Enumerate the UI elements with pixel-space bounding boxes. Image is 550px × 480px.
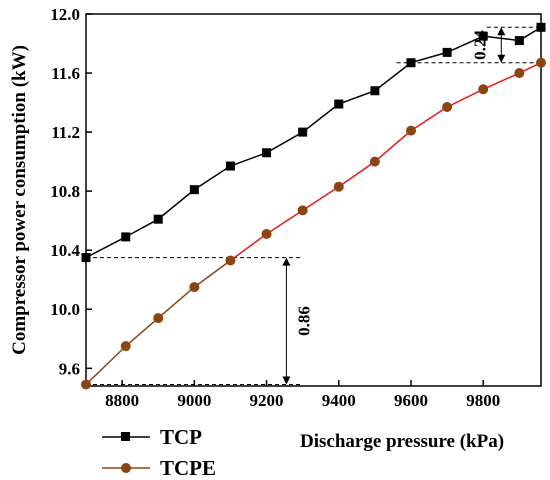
legend-label-tcp: TCP [160, 425, 202, 449]
data-point-tcpe [514, 68, 525, 79]
data-point-tcp [121, 232, 131, 242]
annotations: 0.24 0.86 [282, 27, 506, 385]
y-tick-label: 10.8 [50, 182, 80, 201]
x-tick-label: 9200 [250, 391, 284, 410]
data-point-tcp [298, 127, 308, 137]
data-point-tcp [536, 22, 546, 32]
arrow-head-up [282, 257, 291, 266]
data-point-tcpe [369, 156, 380, 167]
data-point-tcpe [189, 282, 200, 293]
axis-ticks: 8800 9000 9200 9400 9600 9800 9.6 10.0 10.4 10.8 1… [50, 5, 500, 410]
data-point-tcpe [478, 84, 489, 95]
arrow-head-down [282, 376, 291, 385]
y-tick-label: 11.6 [51, 64, 80, 83]
data-point-tcpe [261, 228, 272, 239]
legend-marker-tcpe [121, 463, 131, 473]
data-point-tcp [370, 86, 380, 96]
data-point-tcp [406, 58, 416, 68]
data-point-tcpe [153, 313, 164, 324]
x-tick-label: 9400 [322, 391, 356, 410]
plot-area-frame [85, 13, 542, 387]
x-tick-label: 9000 [177, 391, 211, 410]
data-point-tcpe [81, 379, 91, 390]
data-point-tcpe [406, 125, 416, 136]
legend-label-tcpe: TCPE [160, 456, 216, 480]
x-tick-label: 9600 [394, 391, 428, 410]
y-axis-title: Compressor power consumption (kW) [9, 45, 30, 355]
y-tick-label: 9.6 [59, 359, 80, 378]
data-point-tcpe [120, 341, 131, 352]
data-point-tcp [334, 99, 344, 109]
data-point-tcp [189, 185, 199, 195]
data-point-tcpe [536, 57, 546, 68]
data-point-tcp [514, 36, 524, 46]
data-point-tcp [153, 214, 163, 224]
arrow-head-down [497, 54, 506, 63]
data-point-tcp [225, 161, 235, 171]
legend-marker-tcp [121, 432, 130, 441]
y-tick-label: 10.4 [50, 241, 80, 260]
data-point-tcp [262, 148, 272, 158]
legend: TCP TCPE [102, 425, 216, 480]
series-layer [81, 22, 546, 390]
annotation-label-0.24: 0.24 [470, 30, 489, 60]
data-point-tcp [442, 47, 452, 57]
data-point-tcp [81, 253, 91, 263]
y-tick-label: 12.0 [50, 5, 80, 24]
data-point-tcpe [333, 181, 344, 192]
annotation-label-0.86: 0.86 [294, 306, 313, 336]
data-point-tcpe [225, 255, 236, 266]
y-tick-label: 10.0 [50, 300, 80, 319]
y-tick-label: 11.2 [51, 123, 80, 142]
data-point-tcpe [297, 205, 308, 216]
y-axis-title-group: Compressor power consumption (kW) [9, 45, 30, 355]
data-point-tcp [478, 31, 488, 41]
series-line-tcp [85, 26, 542, 259]
series-line-tcpe [229, 62, 542, 262]
x-tick-label: 9800 [466, 391, 500, 410]
x-tick-label: 8800 [105, 391, 139, 410]
guide-lines [86, 26, 541, 386]
data-point-tcpe [442, 102, 453, 112]
x-axis-title: Discharge pressure (kPa) [300, 431, 504, 452]
arrow-head-up [497, 27, 506, 36]
